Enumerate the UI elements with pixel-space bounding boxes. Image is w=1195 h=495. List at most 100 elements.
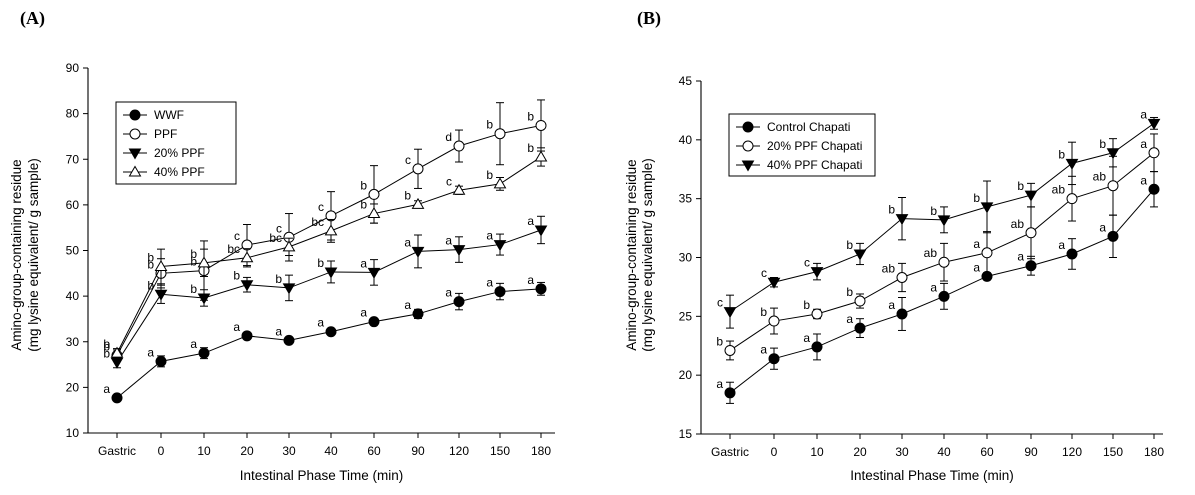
data-point	[110, 346, 124, 358]
significance-label: a	[404, 235, 411, 249]
significance-label: c	[234, 229, 240, 243]
data-point	[1066, 193, 1078, 205]
legend-label: 20% PPF Chapati	[767, 139, 862, 153]
data-point	[111, 392, 123, 404]
data-point	[453, 296, 465, 308]
legend-label: 40% PPF Chapati	[767, 158, 862, 172]
data-point	[493, 240, 507, 252]
significance-label: b	[1017, 179, 1024, 193]
data-point	[1024, 190, 1038, 202]
data-point	[724, 344, 736, 356]
y-tick-label: 40	[679, 133, 693, 147]
significance-label: a	[1140, 107, 1147, 121]
x-tick-label: 30	[895, 445, 909, 459]
legend-label: PPF	[154, 127, 177, 141]
data-point	[535, 283, 547, 295]
significance-label: bc	[311, 215, 324, 229]
significance-label: a	[190, 337, 197, 351]
data-point	[155, 355, 167, 367]
significance-label: b	[360, 198, 367, 212]
significance-label: b	[360, 178, 367, 192]
x-tick-label: Gastric	[711, 445, 749, 459]
y-tick-label: 60	[66, 198, 80, 212]
data-point	[980, 202, 994, 214]
significance-label: ab	[1011, 217, 1025, 231]
data-point	[494, 128, 506, 140]
legend-marker	[741, 160, 755, 172]
significance-label: b	[190, 255, 197, 269]
significance-label: b	[1058, 147, 1065, 161]
significance-label: b	[803, 298, 810, 312]
legend: Control Chapati 20% PPF Chapati 40% PPF Ch…	[728, 113, 876, 177]
data-point	[197, 256, 211, 268]
legend-marker	[129, 109, 141, 121]
significance-label: b	[888, 203, 895, 217]
data-point	[154, 259, 168, 271]
data-point	[411, 246, 425, 258]
legend-marker	[129, 128, 141, 140]
data-point	[854, 322, 866, 334]
data-point	[452, 183, 466, 195]
significance-label: ab	[1093, 170, 1107, 184]
significance-label: a	[360, 306, 367, 320]
data-point	[452, 245, 466, 257]
y-tick-label: 15	[679, 427, 693, 441]
data-point	[367, 207, 381, 219]
x-tick-label: 120	[449, 444, 469, 458]
data-point	[981, 247, 993, 259]
x-tick-label: Gastric	[98, 444, 136, 458]
data-point	[324, 224, 338, 236]
significance-label: b	[930, 204, 937, 218]
significance-label: d	[445, 130, 452, 144]
x-tick-label: 120	[1062, 445, 1082, 459]
data-point	[368, 316, 380, 328]
data-point	[937, 215, 951, 227]
significance-label: b	[190, 282, 197, 296]
y-tick-label: 20	[679, 368, 693, 382]
significance-label: a	[445, 234, 452, 248]
data-point	[1066, 248, 1078, 260]
x-tick-label: 180	[531, 444, 551, 458]
significance-label: b	[404, 188, 411, 202]
data-point	[810, 267, 824, 279]
data-point	[494, 286, 506, 298]
data-point	[535, 119, 547, 131]
significance-label: b	[147, 250, 154, 264]
x-tick-label: 90	[411, 444, 425, 458]
significance-label: b	[317, 256, 324, 270]
data-point	[896, 308, 908, 320]
significance-label: ab	[1052, 183, 1066, 197]
legend-label: Control Chapati	[767, 120, 850, 134]
significance-label: a	[930, 280, 937, 294]
significance-label: b	[846, 285, 853, 299]
significance-label: c	[804, 256, 810, 270]
x-axis-title: Intestinal Phase Time (min)	[850, 468, 1014, 483]
x-axis-title: Intestinal Phase Time (min)	[240, 468, 404, 483]
series-line	[116, 156, 542, 354]
legend-label: 40% PPF	[154, 165, 205, 179]
data-point	[768, 353, 780, 365]
x-tick-label: 150	[490, 444, 510, 458]
data-point	[1025, 260, 1037, 272]
data-point	[853, 249, 867, 261]
data-point	[282, 283, 296, 295]
x-tick-label: 60	[980, 445, 994, 459]
data-point	[724, 387, 736, 399]
significance-label: a	[275, 324, 282, 338]
data-point	[768, 315, 780, 327]
significance-label: b	[103, 346, 110, 360]
data-point	[198, 347, 210, 359]
significance-label: a	[803, 331, 810, 345]
x-tick-label: 150	[1103, 445, 1123, 459]
series-line	[116, 288, 542, 399]
significance-label: b	[527, 109, 534, 123]
panel-a-label: (A)	[20, 8, 45, 28]
significance-label: a	[716, 377, 723, 391]
significance-label: bc	[269, 231, 282, 245]
y-axis-subtitle: (mg lysine equivalent/ g sample)	[26, 158, 41, 352]
y-tick-label: 10	[66, 426, 80, 440]
data-point	[1025, 227, 1037, 239]
significance-label: a	[1140, 137, 1147, 151]
significance-label: a	[486, 229, 493, 243]
